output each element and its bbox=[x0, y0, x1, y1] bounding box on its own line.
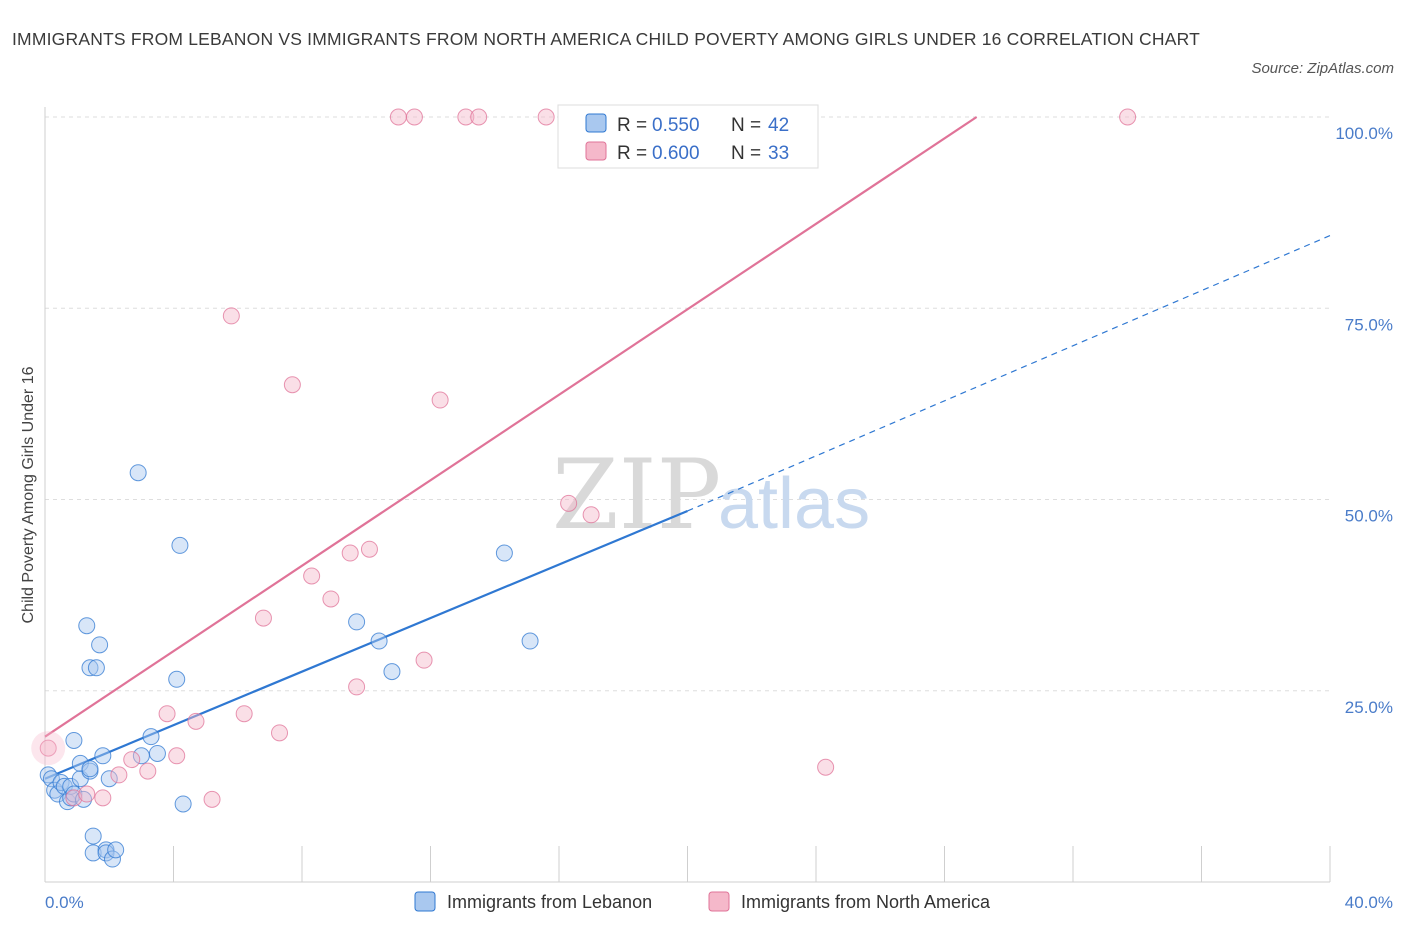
point-lebanon-18 bbox=[84, 827, 102, 845]
point-north-america-cluster bbox=[31, 731, 66, 766]
y-axis-title: Child Poverty Among Girls Under 16 bbox=[20, 366, 37, 623]
point-lebanon-34 bbox=[174, 795, 192, 813]
point-lebanon-10 bbox=[65, 785, 83, 803]
point-north-america-14 bbox=[271, 724, 289, 742]
series-legend-swatch-north-america bbox=[708, 891, 730, 912]
point-north-america-18 bbox=[341, 544, 359, 562]
point-north-america-9 bbox=[187, 712, 205, 730]
watermark-atlas: atlas bbox=[718, 464, 870, 544]
point-north-america-27 bbox=[537, 108, 555, 126]
point-north-america-19 bbox=[348, 678, 366, 696]
point-north-america-6 bbox=[139, 762, 157, 780]
point-north-america-23 bbox=[415, 651, 433, 669]
point-lebanon-33 bbox=[171, 536, 189, 554]
legend-swatch-lebanon bbox=[585, 113, 607, 133]
y-tick-label-3: 100.0% bbox=[1335, 124, 1393, 143]
legend-n-value-north-america: 33 bbox=[768, 143, 789, 164]
point-north-america-12 bbox=[235, 705, 253, 723]
x-tick-label-1: 40.0% bbox=[1345, 893, 1393, 912]
point-north-america-15 bbox=[283, 376, 301, 394]
watermark-zip: ZIP bbox=[552, 439, 721, 551]
point-north-america-13 bbox=[254, 609, 272, 627]
point-north-america-22 bbox=[405, 108, 423, 126]
point-lebanon-31 bbox=[148, 744, 166, 762]
point-lebanon-22 bbox=[94, 747, 112, 765]
legend-swatch-north-america bbox=[585, 141, 607, 161]
point-lebanon-19 bbox=[84, 844, 102, 862]
point-north-america-2 bbox=[78, 785, 96, 803]
point-lebanon-35 bbox=[348, 613, 366, 631]
trend-line-extension-lebanon bbox=[687, 235, 1331, 512]
point-lebanon-9 bbox=[65, 731, 83, 749]
chart-title: IMMIGRANTS FROM LEBANON VS IMMIGRANTS FR… bbox=[12, 29, 1200, 49]
point-north-america-28 bbox=[560, 494, 578, 512]
point-north-america-32 bbox=[1119, 108, 1137, 126]
series-legend-label-lebanon: Immigrants from Lebanon bbox=[447, 892, 652, 912]
point-lebanon-21 bbox=[91, 636, 109, 654]
data-points bbox=[31, 108, 1137, 868]
y-tick-label-0: 25.0% bbox=[1345, 698, 1393, 717]
series-legend-label-north-america: Immigrants from North America bbox=[741, 892, 991, 912]
point-north-america-7 bbox=[158, 705, 176, 723]
point-north-america-29 bbox=[582, 506, 600, 524]
point-lebanon-24 bbox=[97, 844, 115, 862]
point-north-america-5 bbox=[123, 751, 141, 769]
series-legend-swatch-lebanon bbox=[414, 891, 436, 912]
point-north-america-11 bbox=[222, 307, 240, 325]
point-lebanon-17 bbox=[81, 659, 99, 677]
point-north-america-10 bbox=[203, 790, 221, 808]
point-north-america-4 bbox=[110, 766, 128, 784]
point-north-america-24 bbox=[431, 391, 449, 409]
point-north-america-0 bbox=[39, 739, 57, 757]
stats-legend: R = 0.550 N = 42 R = 0.600 N = 33 bbox=[557, 104, 819, 169]
point-north-america-16 bbox=[303, 567, 321, 585]
point-lebanon-38 bbox=[495, 544, 513, 562]
series-legend: Immigrants from Lebanon Immigrants from … bbox=[414, 891, 991, 912]
point-north-america-17 bbox=[322, 590, 340, 608]
legend-n-value-lebanon: 42 bbox=[768, 115, 789, 136]
point-lebanon-14 bbox=[78, 617, 96, 635]
point-north-america-1 bbox=[65, 789, 83, 807]
legend-r-value-lebanon: 0.550 bbox=[652, 115, 700, 136]
point-lebanon-26 bbox=[103, 850, 121, 868]
trend-line-north-america bbox=[44, 116, 978, 738]
point-lebanon-25 bbox=[100, 770, 118, 788]
grid-lines bbox=[45, 116, 1330, 692]
point-lebanon-28 bbox=[129, 464, 147, 482]
point-lebanon-32 bbox=[168, 670, 186, 688]
legend-n-label-lebanon: N = bbox=[731, 115, 761, 136]
y-tick-label-2: 75.0% bbox=[1345, 315, 1393, 334]
point-north-america-20 bbox=[360, 540, 378, 558]
legend-r-label-lebanon: R = bbox=[617, 115, 647, 136]
point-north-america-8 bbox=[168, 747, 186, 765]
trend-line-lebanon bbox=[44, 509, 688, 780]
point-north-america-25 bbox=[457, 108, 475, 126]
point-lebanon-27 bbox=[107, 841, 125, 859]
point-lebanon-16 bbox=[81, 760, 99, 778]
point-lebanon-36 bbox=[370, 632, 388, 650]
point-lebanon-39 bbox=[521, 632, 539, 650]
point-lebanon-30 bbox=[142, 728, 160, 746]
y-tick-label-1: 50.0% bbox=[1345, 507, 1393, 526]
legend-r-value-north-america: 0.600 bbox=[652, 143, 700, 164]
point-north-america-26 bbox=[470, 108, 488, 126]
source-label: Source: ZipAtlas.com bbox=[1251, 60, 1394, 77]
point-north-america-21 bbox=[389, 108, 407, 126]
point-lebanon-20 bbox=[87, 659, 105, 677]
legend-r-label-north-america: R = bbox=[617, 143, 647, 164]
point-north-america-31 bbox=[817, 758, 835, 776]
point-lebanon-37 bbox=[383, 663, 401, 681]
tick-labels: 25.0% 50.0% 75.0% 100.0% 0.0% 40.0% bbox=[45, 124, 1393, 912]
x-tick-label-0: 0.0% bbox=[45, 893, 84, 912]
legend-n-label-north-america: N = bbox=[731, 143, 761, 164]
point-north-america-3 bbox=[94, 789, 112, 807]
axes bbox=[44, 107, 1331, 883]
trend-lines bbox=[44, 116, 1331, 780]
